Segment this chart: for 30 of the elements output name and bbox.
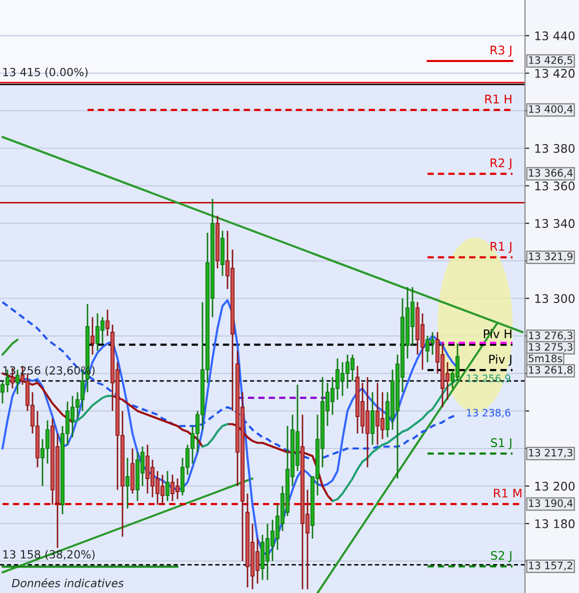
series-label: R1 H — [485, 94, 512, 104]
y-tick-label: 13 420 — [535, 68, 575, 78]
data-label: 13 238,6 — [466, 408, 510, 418]
data-label: 13 190,4 — [529, 499, 573, 508]
ref-line-label: 13 415 (0.00%) — [3, 68, 88, 78]
y-tick-label: 13 300 — [535, 294, 575, 304]
text: 5m18s — [528, 354, 562, 362]
series-label: R3 J — [490, 46, 512, 57]
y-tick-label: 13 380 — [535, 144, 575, 153]
series-label: R1 J — [490, 242, 512, 254]
y-tick-label: 13 340 — [535, 219, 575, 228]
data-label: 13 157,2 — [529, 562, 572, 570]
data-label: 13 366,4 — [529, 169, 573, 178]
annotation: Données indicatives — [12, 578, 124, 588]
series-label: R2 J — [490, 158, 512, 170]
data-label: 13 276,3 — [529, 332, 572, 340]
series-label: Piv J — [489, 354, 512, 366]
y-tick-label: 13 200 — [535, 482, 575, 491]
series-label: S2 J — [491, 550, 512, 562]
y-tick-label: 13 360 — [535, 182, 575, 190]
data-label: 13 400,4 — [529, 105, 573, 114]
y-tick-label: 13 440 — [535, 31, 575, 40]
data-label: 13 217,3 — [529, 448, 572, 458]
y-tick-label: 13 180 — [535, 519, 575, 528]
series-label: S1 J — [491, 438, 512, 450]
data-label: 13 426,5 — [529, 56, 572, 65]
data-label: 13 261,8 — [529, 366, 572, 375]
data-label: 13 275,3 — [529, 343, 572, 352]
data-label: 13 321,9 — [529, 252, 572, 262]
series-label: R1 M — [494, 488, 522, 498]
